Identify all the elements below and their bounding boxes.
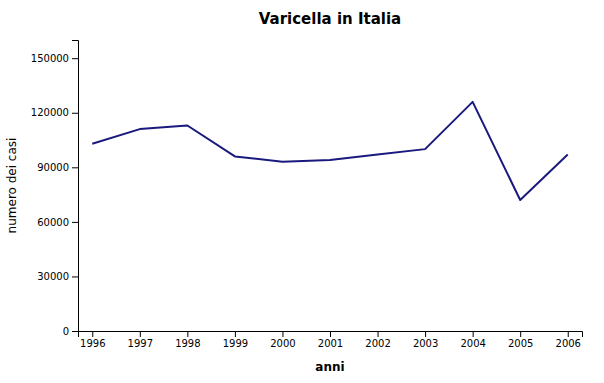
x-tick-mark: [568, 331, 569, 337]
x-axis: 1996 1997 1998 1999 2000 2001 2002 2003 2004 2005…: [79, 331, 583, 349]
y-tick-label: 120000: [31, 107, 69, 118]
x-tick-label: 2002: [365, 338, 390, 349]
chart-svg: 1996 1997 1998 1999 2000 2001 2002 2003 2004 2005…: [0, 0, 604, 383]
x-tick-label: 2001: [318, 338, 343, 349]
y-tick-mark: [72, 331, 78, 332]
x-tick-label: 1998: [175, 338, 200, 349]
y-tick-mark: [72, 58, 78, 59]
x-tick-mark: [473, 331, 474, 337]
y-tick: 120000: [31, 107, 78, 118]
y-tick: 90000: [37, 162, 78, 173]
y-tick: 60000: [37, 217, 78, 228]
x-tick: 2004: [460, 331, 485, 349]
x-tick-label: 1999: [223, 338, 248, 349]
y-tick-label: 150000: [31, 53, 69, 64]
data-line: [92, 102, 567, 200]
x-tick: 2006: [556, 331, 581, 349]
y-tick: 0: [63, 326, 78, 337]
y-tick: 150000: [31, 53, 78, 64]
x-tick: 2005: [508, 331, 533, 349]
x-tick-mark: [92, 331, 93, 337]
x-tick-mark: [187, 331, 188, 337]
plot-area: 1996 1997 1998 1999 2000 2001 2002 2003 2004 2005…: [31, 41, 583, 350]
y-tick-label: 90000: [37, 162, 69, 173]
x-tick: 2002: [365, 331, 390, 349]
y-tick-label: 0: [63, 326, 69, 337]
x-tick-mark: [425, 331, 426, 337]
y-tick: 30000: [37, 271, 78, 282]
marks: [92, 102, 567, 200]
x-tick-label: 2006: [556, 338, 581, 349]
x-tick: 2000: [270, 331, 295, 349]
x-tick-label: 1996: [80, 338, 105, 349]
y-tick-mark: [72, 167, 78, 168]
x-tick: 2001: [318, 331, 343, 349]
x-tick-mark: [520, 331, 521, 337]
x-tick: 1999: [223, 331, 248, 349]
x-tick: 1996: [80, 331, 105, 349]
chart-title: Varicella in Italia: [259, 10, 401, 28]
x-tick-label: 2005: [508, 338, 533, 349]
x-axis-title: anni: [315, 360, 344, 374]
x-axis-line: [79, 332, 583, 338]
x-tick: 1997: [128, 331, 153, 349]
y-axis: 0 30000 60000 90000 120000 150000: [31, 41, 79, 337]
x-tick: 2003: [413, 331, 438, 349]
x-tick-mark: [235, 331, 236, 337]
x-tick: 1998: [175, 331, 200, 349]
y-tick-mark: [72, 276, 78, 277]
y-tick-label: 30000: [37, 271, 69, 282]
x-tick-mark: [282, 331, 283, 337]
y-tick-mark: [72, 222, 78, 223]
x-tick-label: 2000: [270, 338, 295, 349]
y-axis-title: numero dei casi: [5, 138, 19, 234]
y-tick-label: 60000: [37, 217, 69, 228]
chart-container: 1996 1997 1998 1999 2000 2001 2002 2003 2004 2005…: [0, 0, 604, 383]
x-tick-mark: [330, 331, 331, 337]
x-tick-mark: [378, 331, 379, 337]
x-tick-label: 2003: [413, 338, 438, 349]
x-tick-label: 2004: [460, 338, 485, 349]
y-tick-mark: [72, 113, 78, 114]
y-axis-line: [72, 41, 79, 332]
x-tick-mark: [140, 331, 141, 337]
x-tick-label: 1997: [128, 338, 153, 349]
